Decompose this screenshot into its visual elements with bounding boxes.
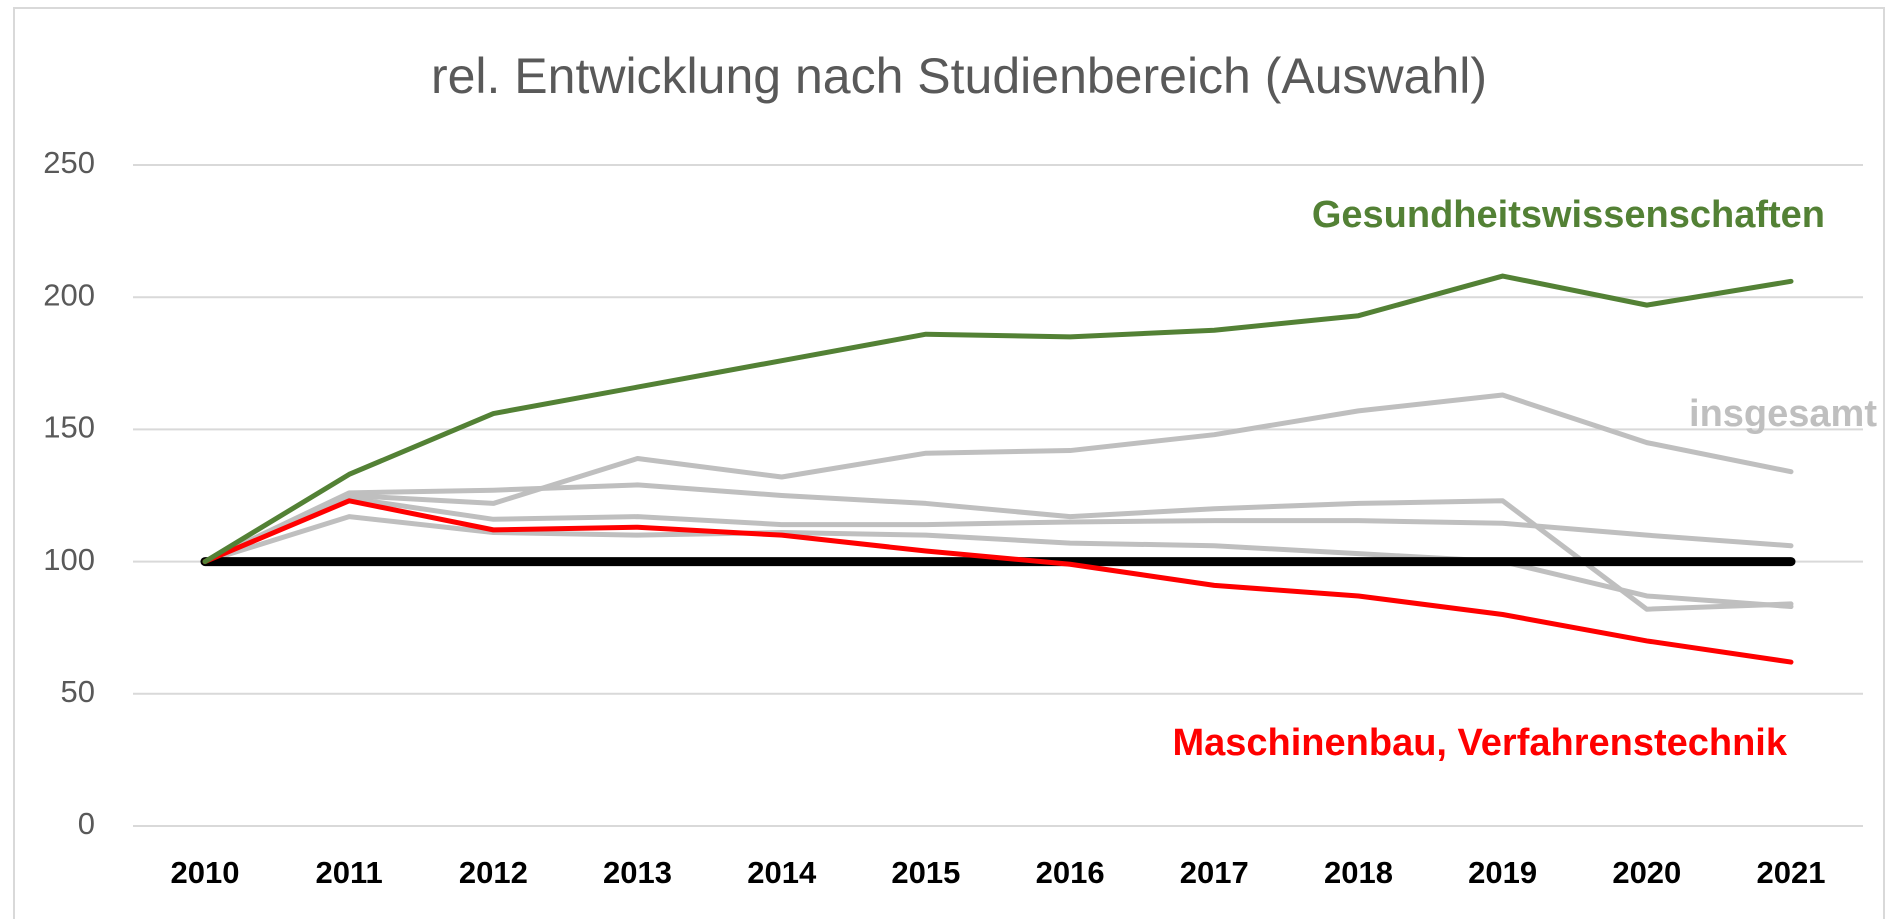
y-tick-label: 100 [43,542,95,577]
x-tick-label: 2014 [747,855,817,890]
y-tick-label: 250 [43,145,95,180]
x-tick-label: 2018 [1324,855,1393,890]
chart-border [13,7,1885,919]
series-label: insgesamt [1689,393,1877,435]
series-line [202,392,1794,565]
y-tick-label: 150 [43,410,95,445]
series-label: Maschinenbau, Verfahrenstechnik [1172,722,1787,764]
x-tick-label: 2012 [459,855,528,890]
y-tick-label: 0 [78,806,95,841]
y-tick-label: 50 [61,674,95,709]
x-tick-label: 2017 [1180,855,1249,890]
series-line [202,482,1794,612]
chart-title: rel. Entwicklung nach Studienbereich (Au… [431,48,1487,104]
x-tick-label: 2019 [1468,855,1537,890]
series-line [202,273,1794,565]
x-tick-label: 2013 [603,855,672,890]
x-tick-label: 2021 [1757,855,1826,890]
x-tick-label: 2011 [316,855,383,890]
series-line [202,495,1794,565]
series-line [202,498,1794,665]
series-label: Gesundheitswissenschaften [1312,194,1825,236]
x-tick-label: 2010 [171,855,240,890]
y-tick-label: 200 [43,277,95,312]
x-tick-label: 2015 [891,855,960,890]
x-tick-label: 2020 [1612,855,1681,890]
series-line [202,514,1794,610]
x-tick-label: 2016 [1036,855,1105,890]
